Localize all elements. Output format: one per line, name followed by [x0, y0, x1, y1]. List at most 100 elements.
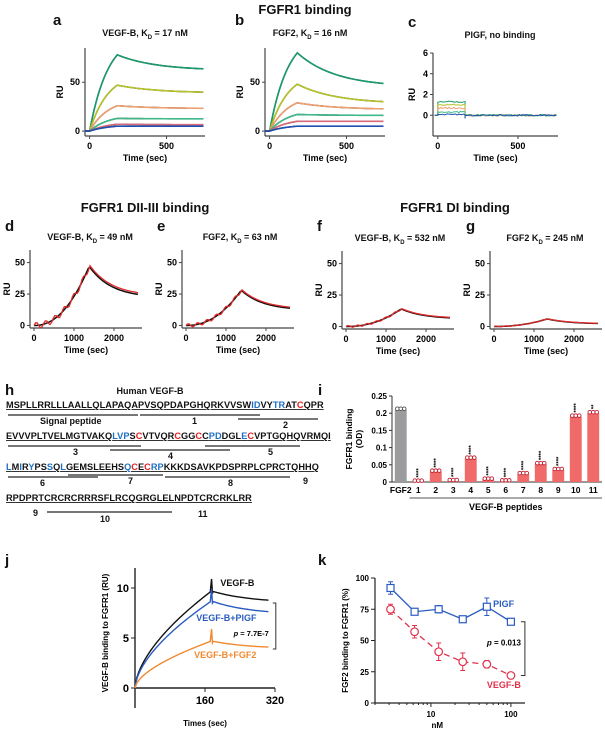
data-point-PlGF [387, 585, 394, 592]
y-tick-label: 50 [167, 258, 177, 268]
panel-letter-j: j [5, 552, 9, 569]
p-value-annotation: p = 7.7E-7 [233, 629, 269, 638]
x-tick-label: 0 [267, 141, 272, 151]
y-axis-label-line2: (OD) [354, 430, 364, 449]
section-title-fgfr1: FGFR1 binding [230, 2, 380, 17]
x-tick-label: 2 [433, 485, 438, 495]
x-tick-label: 4 [468, 485, 473, 495]
bar-11 [587, 413, 599, 482]
panel-letter-d: d [5, 218, 14, 235]
y-axis-label: RU [314, 284, 324, 297]
x-tick-label: 2000 [104, 333, 124, 343]
y-tick-label: 0.15 [371, 426, 387, 435]
y-tick-label: 0 [75, 126, 80, 136]
data-point-VEGF-B [411, 628, 419, 636]
significance-label: **** [486, 466, 492, 476]
x-tick-label: 1000 [216, 333, 236, 343]
y-tick-label: 0 [123, 683, 129, 695]
y-tick-label: 25 [15, 289, 25, 299]
y-tick-label: 25 [360, 668, 369, 677]
y-tick-label: 0.25 [371, 392, 387, 401]
significance-label: **** [574, 403, 580, 413]
data-point-VEGF-B [435, 648, 443, 656]
chart-e: 025500 1000 2000Time (sec)RU [152, 242, 302, 367]
x-axis-label: Time (sec) [376, 346, 420, 356]
y-tick-label: 0 [255, 126, 260, 136]
data-point [472, 456, 476, 460]
significance-label: **** [556, 456, 562, 466]
x-tick-label: 1000 [376, 334, 396, 344]
series-conc5 [435, 104, 557, 118]
data-point-PlGF [507, 618, 514, 625]
y-tick-label: 0.2 [376, 409, 388, 418]
data-point-PlGF [483, 603, 490, 610]
data-point [577, 414, 581, 418]
x-axis-label: Time (sec) [216, 345, 260, 355]
x-tick-label: 1 [416, 485, 421, 495]
panel-letter-f: f [317, 218, 322, 235]
fit-line [34, 267, 138, 325]
y-tick-label: 50 [475, 259, 485, 269]
significance-label: **** [416, 468, 422, 478]
sequence-line-2: EVVVPLTVELMGTVAKQLVPSCVTVQRCGGCCPDDGLECV… [6, 431, 331, 441]
segment-label-5: 5 [268, 447, 273, 457]
panel-letter-c: c [408, 14, 416, 31]
data-line [186, 290, 290, 327]
y-tick-label: 25 [327, 290, 337, 300]
y-tick-label: 0 [383, 478, 388, 487]
sequence-line-3: LMIRYPSSQLGEMSLEEHSQCECRPKKKDSAVKPDSPRPL… [6, 462, 319, 472]
series-label-PlGF: PlGF [493, 599, 515, 609]
y-tick-label: 0 [20, 320, 25, 330]
chart-g: 0 25 50 0 1000 2000 Time (sec) RU [460, 243, 605, 368]
bar-8 [535, 464, 547, 482]
series-label-VEGF-B: VEGF-B [220, 578, 255, 588]
x-axis-label: Time (sec) [64, 345, 108, 355]
x-axis-label: nM [431, 721, 443, 730]
chart-k: 0 25 50 75 100 10 100 nM FGF2 binding to FGFR1 (… [335, 568, 605, 731]
panel-a-title: VEGF-B, KD = 17 nM [95, 28, 195, 41]
fit-line [186, 291, 290, 326]
y-axis-label: RU [462, 284, 472, 297]
x-tick-label: 0 [435, 141, 440, 151]
panel-letter-h: h [5, 382, 14, 399]
y-axis-label: RU [235, 86, 245, 99]
y-tick-label: 10 [117, 583, 129, 595]
y-tick-label: 75 [360, 605, 369, 614]
series-label-VEGF-B+PlGF: VEGF-B+PlGF [196, 613, 257, 623]
y-tick-label: 0 [172, 320, 177, 330]
data-point-PlGF [435, 606, 442, 613]
x-tick-label: 5 [486, 485, 491, 495]
chart-j: 0510160 320Times (sec)VEGF-B binding to F… [95, 560, 310, 731]
y-tick-label: 50 [15, 258, 25, 268]
panel-letter-b: b [235, 12, 244, 29]
data-point [507, 479, 511, 483]
y-tick-label: 50 [360, 637, 369, 646]
y-tick-label: 0 [480, 321, 485, 331]
segment-label-1: 1 [192, 416, 197, 426]
segment-label-10: 10 [100, 514, 110, 524]
data-point [542, 461, 546, 465]
x-tick-label: 2000 [416, 334, 436, 344]
data-point-VEGF-B [459, 658, 467, 666]
y-tick-label: 25 [167, 289, 177, 299]
data-point [595, 410, 599, 414]
y-tick-label: 0 [423, 110, 428, 120]
y-axis-label: RU [407, 88, 417, 101]
y-tick-label: 25 [475, 290, 485, 300]
data-point-PlGF [459, 616, 466, 623]
series-VEGF-B+PlGF [135, 589, 268, 688]
significance-bracket [521, 622, 525, 676]
bar-10 [570, 417, 582, 482]
significance-label: **** [521, 460, 527, 470]
segment-label-3: 3 [73, 447, 78, 457]
section-title-di: FGFR1 DI binding [380, 200, 530, 215]
data-point [455, 478, 459, 482]
series-label-VEGF-B+FGF2: VEGF-B+FGF2 [194, 650, 256, 660]
y-axis-label: RU [154, 283, 164, 296]
x-tick-label: 6 [503, 485, 508, 495]
x-tick-label: 160 [196, 695, 214, 707]
panel-letter-a: a [53, 12, 61, 29]
segment-bar-7 [68, 474, 163, 476]
x-tick-label: FGF2 [390, 485, 412, 495]
y-axis-label: RU [55, 86, 65, 99]
